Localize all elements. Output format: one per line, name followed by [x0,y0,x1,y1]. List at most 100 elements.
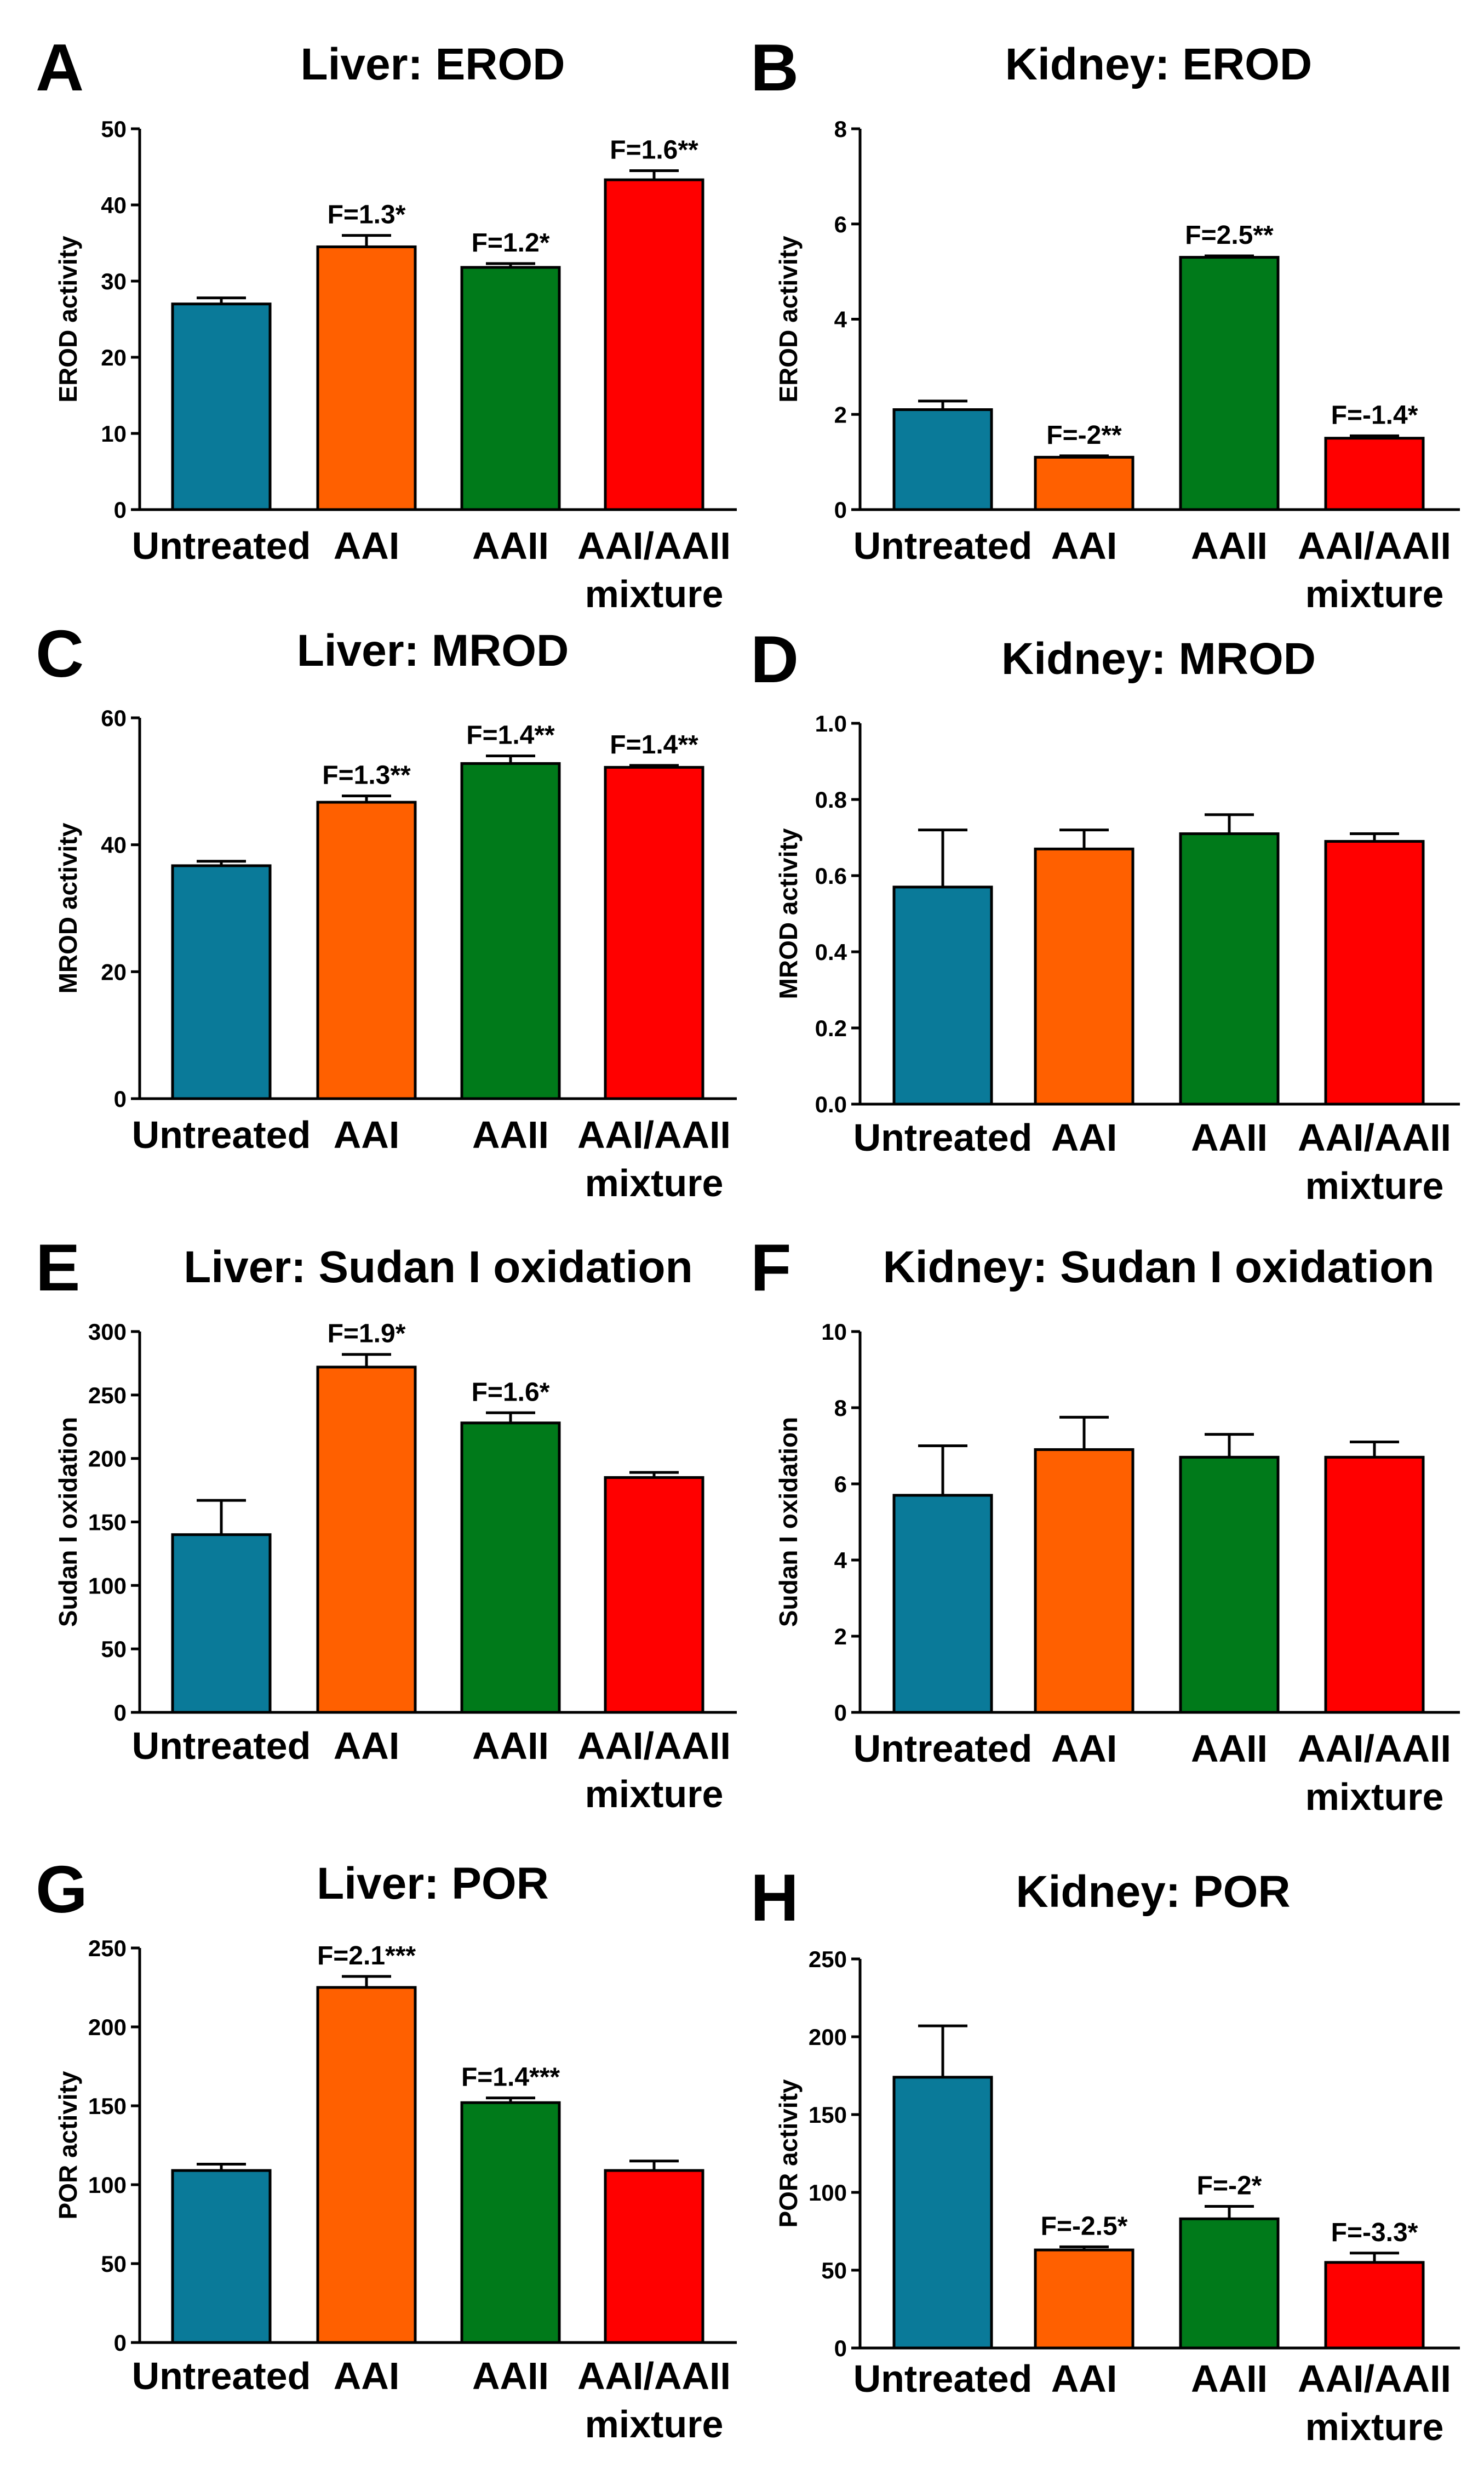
chart-title: Kidney: Sudan I oxidation [883,1242,1435,1292]
panel-a: A Liver: EROD EROD activity 0 10 20 30 40 50 Untr… [36,30,737,615]
y-tick-label: 0.0 [815,1092,847,1117]
y-axis-label: MROD activity [54,822,82,993]
bar-aaii [460,2101,561,2344]
panel-letter: C [36,616,84,691]
y-tick-label: 200 [809,2024,847,2050]
y-tick-label: 50 [101,1636,127,1662]
category-label: Untreated [132,2355,311,2397]
category-label: mixture [585,2403,724,2446]
category-label: mixture [1305,2406,1444,2448]
y-tick-label: 0.2 [815,1015,847,1041]
bar-mixture [604,1476,704,1714]
bar-untreated [171,302,272,511]
bar-aai [1034,2248,1135,2350]
y-tick-label: 250 [88,1935,127,1961]
chart-title: Liver: MROD [297,626,569,676]
significance-label: F=1.4** [610,730,698,759]
y-tick-label: 100 [88,2172,127,2198]
bar-mixture [1324,839,1425,1106]
significance-label: F=-1.4* [1331,401,1418,430]
category-label: AAII [1191,1727,1268,1770]
chart-title: Kidney: MROD [1001,634,1316,684]
panel-letter: F [750,1230,792,1305]
category-label: AAII [472,1724,549,1767]
significance-label: F=1.4** [466,721,555,750]
y-tick-label: 8 [834,116,847,142]
category-label: AAI/AAII [577,1113,731,1156]
y-tick-label: 20 [101,959,127,985]
category-label: AAII [1191,524,1268,567]
y-tick-label: 0 [834,497,847,523]
y-tick-label: 200 [88,1446,127,1472]
bar-aaii [460,1421,561,1714]
category-label: Untreated [853,1116,1033,1159]
y-tick-label: 0 [114,2330,127,2356]
bar-mixture [604,178,704,511]
y-tick-label: 0 [834,1700,847,1726]
bar-untreated [171,1533,272,1714]
bar-untreated [171,864,272,1100]
bar-mixture [1324,1455,1425,1714]
significance-label: F=2.1*** [317,1941,416,1970]
panel-letter: A [36,30,84,105]
y-tick-label: 0 [114,497,127,523]
category-label: Untreated [132,1724,311,1767]
bar-untreated [892,885,993,1106]
bar-aaii [1179,256,1280,511]
category-label: AAII [472,2355,549,2397]
y-tick-label: 6 [834,1471,847,1497]
y-tick-label: 60 [101,705,127,731]
chart-title: Kidney: POR [1016,1867,1290,1917]
y-tick-label: 50 [101,116,127,142]
y-tick-label: 10 [101,421,127,447]
significance-label: F=-2.5* [1041,2212,1128,2241]
category-label: Untreated [132,524,311,567]
chart-title: Liver: Sudan I oxidation [184,1242,692,1292]
bar-aai [316,1986,417,2344]
y-tick-label: 20 [101,345,127,370]
y-tick-label: 0 [114,1086,127,1112]
y-tick-label: 250 [809,1946,847,1972]
y-tick-label: 0.8 [815,787,847,813]
category-label: AAI [1051,524,1118,567]
category-label: mixture [1305,573,1444,615]
significance-label: F=2.5** [1185,221,1274,250]
bar-aaii [1179,1455,1280,1714]
panel-letter: D [750,622,799,696]
y-tick-label: 150 [809,2102,847,2128]
category-label: AAI/AAII [577,524,731,567]
y-tick-label: 8 [834,1395,847,1421]
y-axis-label: EROD activity [774,236,803,403]
bar-aaii [1179,2217,1280,2350]
category-label: AAI [334,1113,400,1156]
significance-label: F=-3.3* [1331,2218,1418,2247]
significance-label: F=-2* [1197,2172,1262,2201]
category-label: AAI [334,1724,400,1767]
y-tick-label: 10 [821,1319,847,1345]
category-label: AAI [1051,2357,1118,2400]
y-tick-label: 150 [88,1510,127,1535]
bar-mixture [1324,437,1425,511]
bar-aaii [460,762,561,1100]
bar-aai [316,801,417,1100]
bar-mixture [604,2169,704,2344]
y-tick-label: 2 [834,402,847,427]
y-tick-label: 0 [834,2335,847,2361]
y-tick-label: 1.0 [815,711,847,736]
category-label: AAI/AAII [1298,2357,1451,2400]
bar-aaii [460,266,561,511]
y-tick-label: 0.4 [815,939,847,965]
bar-mixture [604,765,704,1100]
category-label: AAII [472,524,549,567]
y-tick-label: 0.6 [815,863,847,889]
y-tick-label: 0 [114,1700,127,1726]
category-label: AAII [1191,1116,1268,1159]
category-label: Untreated [853,1727,1033,1770]
bar-mixture [1324,2261,1425,2350]
y-tick-label: 100 [809,2180,847,2206]
chart-title: Liver: POR [317,1859,549,1909]
panel-letter: G [36,1852,88,1927]
bar-aai [1034,1448,1135,1714]
panel-letter: E [36,1230,80,1305]
